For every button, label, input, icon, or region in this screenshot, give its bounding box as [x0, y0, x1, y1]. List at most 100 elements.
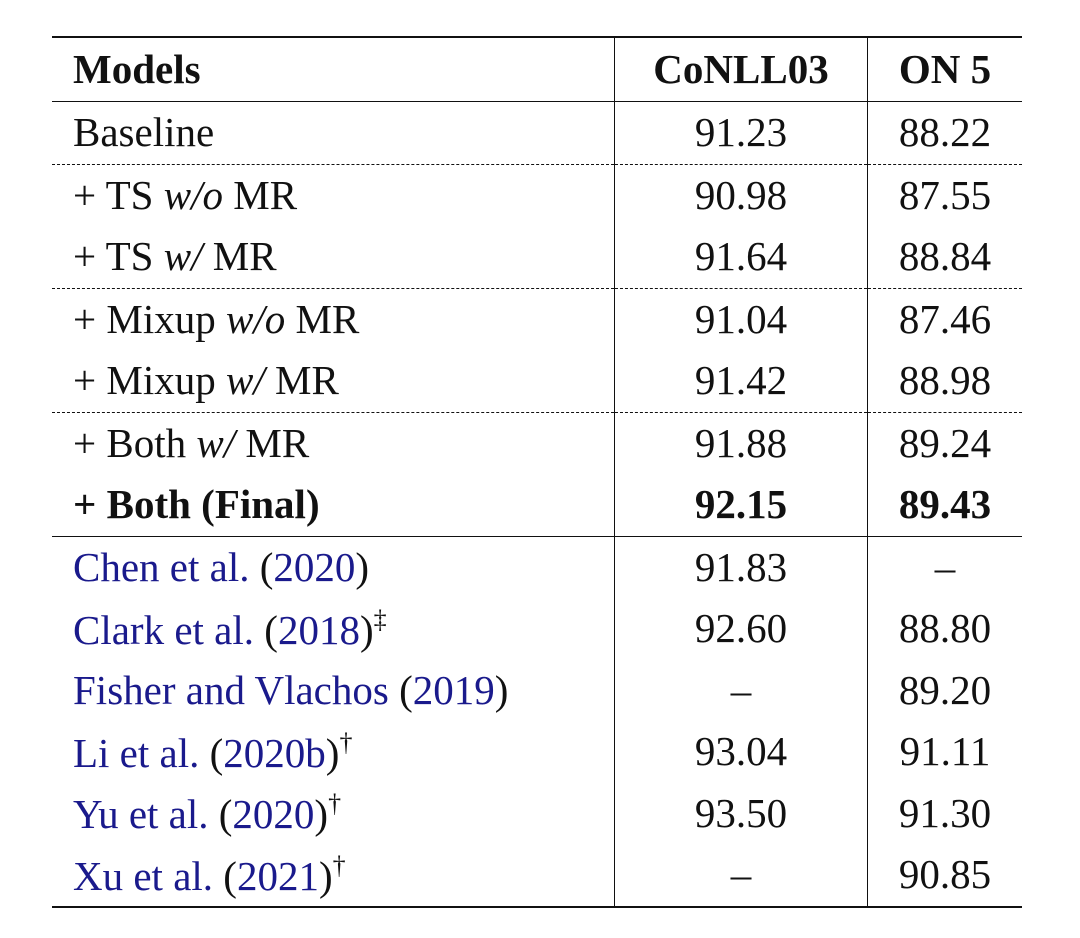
model-cell: + TS w/o MR — [52, 164, 615, 226]
model-text: + TS — [73, 233, 164, 280]
model-text: + TS — [73, 171, 164, 218]
table-row: + Both (Final) 92.15 89.43 — [52, 474, 1022, 536]
model-cell: Chen et al. (2020) — [52, 536, 615, 598]
citation-link: Fisher and Vlachos — [73, 666, 389, 713]
model-text: Baseline — [73, 109, 215, 156]
score-cell: 90.98 — [614, 164, 868, 226]
model-text: ) — [355, 543, 370, 590]
score-cell: 91.11 — [867, 721, 1022, 783]
score-cell: – — [614, 659, 868, 721]
score-cell: 93.04 — [614, 721, 868, 783]
citation-link: 2021 — [236, 852, 319, 899]
model-cell: + Mixup w/o MR — [52, 288, 615, 350]
header-cell: CoNLL03 — [614, 37, 868, 102]
model-text: + Mixup — [73, 295, 226, 342]
citation-link: 2018 — [277, 606, 360, 653]
score-cell: 89.20 — [867, 659, 1022, 721]
score-cell: 88.80 — [867, 598, 1022, 660]
model-text: ) — [314, 791, 329, 838]
header-row: Models CoNLL03 ON 5 — [52, 37, 1022, 102]
model-text: ‡ — [373, 604, 387, 634]
model-cell: + TS w/ MR — [52, 226, 615, 288]
model-text: ) — [494, 666, 509, 713]
model-text: † — [328, 789, 342, 819]
header-cell: Models — [73, 46, 201, 92]
model-cell: + Mixup w/ MR — [52, 350, 615, 412]
model-text: + Both — [73, 419, 197, 466]
score-cell: 89.24 — [867, 412, 1022, 474]
model-text: ( — [199, 729, 224, 776]
model-text: ( — [208, 791, 233, 838]
table-row: Li et al. (2020b)† 93.04 91.11 — [52, 721, 1022, 783]
model-text: w/ — [225, 357, 265, 404]
score-cell: 91.23 — [614, 101, 868, 164]
score-cell: 88.98 — [867, 350, 1022, 412]
score-cell: 88.22 — [867, 101, 1022, 164]
citation-link: Li et al. — [73, 729, 200, 776]
table-row: Xu et al. (2021)† –90.85 — [52, 844, 1022, 907]
citation-link: Chen et al. — [73, 543, 250, 590]
table-row: Chen et al. (2020) 91.83– — [52, 536, 1022, 598]
results-table: Models CoNLL03 ON 5 Baseline 91.23 88.22 + TS… — [52, 36, 1022, 908]
model-text: MR — [222, 171, 298, 218]
citation-link: 2020 — [232, 791, 315, 838]
table-row: + TS w/ MR 91.64 88.84 — [52, 226, 1022, 288]
table-row: + TS w/o MR 90.98 87.55 — [52, 164, 1022, 226]
score-cell: 87.46 — [867, 288, 1022, 350]
score-cell: 93.50 — [614, 782, 868, 844]
score-cell: – — [614, 844, 868, 907]
model-cell: Yu et al. (2020)† — [52, 783, 615, 845]
model-text: w/ — [196, 419, 236, 466]
score-cell: 87.55 — [867, 164, 1022, 226]
model-text: ( — [213, 852, 237, 899]
table-body: Baseline 91.23 88.22 + TS w/o MR 90.98 87.55 +… — [52, 101, 1022, 907]
table-row: Baseline 91.23 88.22 — [52, 101, 1022, 165]
score-cell: 91.83 — [614, 536, 868, 598]
table-row: + Both w/ MR 91.88 89.24 — [52, 412, 1022, 474]
score-cell: 91.64 — [614, 226, 868, 288]
model-text: ( — [254, 606, 278, 653]
model-cell: Baseline — [52, 102, 615, 165]
model-text: w/o — [163, 171, 223, 218]
citation-link: Yu et al. — [73, 791, 209, 838]
model-text: ( — [388, 666, 413, 713]
citation-link: 2019 — [412, 666, 495, 713]
model-text: ) — [325, 729, 340, 776]
score-cell: 91.04 — [614, 288, 868, 350]
score-cell: 89.43 — [867, 474, 1022, 536]
score-cell: 92.60 — [614, 598, 868, 660]
score-cell: 90.85 — [867, 844, 1022, 907]
table-row: + Mixup w/o MR 91.04 87.46 — [52, 288, 1022, 350]
model-text: ) — [318, 852, 333, 899]
model-cell: Clark et al. (2018)‡ — [52, 598, 615, 660]
model-cell: Xu et al. (2021)† — [52, 844, 615, 907]
model-cell: Fisher and Vlachos (2019) — [52, 660, 615, 722]
score-cell: 91.42 — [614, 350, 868, 412]
table-row: Clark et al. (2018)‡ 92.60 88.80 — [52, 598, 1022, 660]
model-text: w/o — [225, 295, 286, 342]
table-row: Fisher and Vlachos (2019) –89.20 — [52, 659, 1022, 722]
score-cell: 92.15 — [614, 474, 868, 536]
citation-link: Xu et al. — [73, 852, 214, 899]
score-cell: 91.88 — [614, 412, 868, 474]
model-text: + Both (Final) — [73, 481, 320, 528]
model-cell: Li et al. (2020b)† — [52, 721, 615, 783]
model-text: MR — [264, 357, 339, 404]
table-header: Models CoNLL03 ON 5 — [52, 37, 1022, 102]
model-text: MR — [285, 295, 360, 342]
model-cell: + Both w/ MR — [52, 412, 615, 474]
table-row: + Mixup w/ MR 91.42 88.98 — [52, 350, 1022, 412]
table-row: Yu et al. (2020)† 93.50 91.30 — [52, 782, 1022, 845]
model-text: ) — [359, 606, 374, 653]
model-text: † — [332, 850, 346, 880]
score-cell: – — [867, 536, 1022, 598]
header-cell: ON 5 — [867, 37, 1022, 102]
citation-link: Clark et al. — [73, 606, 255, 653]
score-cell: 91.30 — [867, 782, 1022, 844]
citation-link: 2020b — [223, 729, 326, 776]
model-cell: + Both (Final) — [52, 474, 615, 536]
model-text: + Mixup — [73, 357, 226, 404]
model-text: ( — [249, 543, 274, 590]
model-text: MR — [202, 233, 277, 280]
